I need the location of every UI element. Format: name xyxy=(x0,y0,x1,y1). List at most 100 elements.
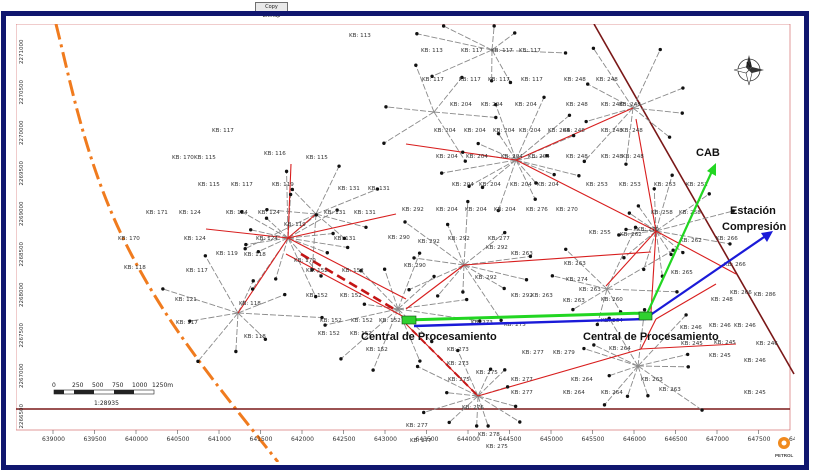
well-label: KB: 204 xyxy=(537,182,559,188)
well-spoke xyxy=(491,49,511,83)
well-dot xyxy=(533,197,537,201)
well-spoke xyxy=(477,369,506,397)
well-dot xyxy=(264,216,269,220)
petrol-logo: PETROL xyxy=(775,437,794,458)
well-dot xyxy=(524,278,529,282)
well-dot xyxy=(499,318,503,323)
scale-label: 500 xyxy=(92,382,104,389)
well-label: KB: 124 xyxy=(226,210,248,216)
well-dot xyxy=(681,250,685,255)
well-label: KB: 263 xyxy=(511,251,533,257)
well-spoke xyxy=(397,299,467,310)
well-label: KB: 124 xyxy=(184,236,206,242)
y-tick-label: 2267000 xyxy=(19,363,25,388)
estacion-arrow xyxy=(645,234,768,319)
well-label: KB: 204 xyxy=(494,207,516,213)
well-label: KB: 117 xyxy=(176,320,198,326)
well-spoke xyxy=(643,230,657,270)
well-label: KB: 117 xyxy=(422,77,444,83)
orange-boundary-line xyxy=(54,24,280,462)
well-spoke xyxy=(287,233,334,239)
well-spoke xyxy=(637,309,646,367)
well-label: KB: 118 xyxy=(239,301,261,307)
well-dot xyxy=(244,242,248,247)
well-dot xyxy=(243,247,247,251)
x-tick-label: 641000 xyxy=(208,436,231,443)
red-pipeline-segment xyxy=(640,343,737,350)
well-spoke xyxy=(593,344,639,367)
well-label: KB: 204 xyxy=(519,128,541,134)
well-dot xyxy=(684,313,688,317)
well-label: KB: 204 xyxy=(481,102,503,108)
y-tick-label: 2269500 xyxy=(19,161,25,186)
red-pipeline-segment xyxy=(515,107,634,161)
well-label: KB: 204 xyxy=(515,102,537,108)
estacion-arrow-head xyxy=(761,231,773,242)
well-dot xyxy=(627,211,632,215)
green-pipeline xyxy=(405,311,647,322)
well-spoke xyxy=(287,237,317,297)
well-spoke xyxy=(197,312,239,362)
central-procesamiento-right-label: Central de Procesamiento xyxy=(583,331,719,343)
well-dot xyxy=(624,162,628,166)
well-label: KB: 118 xyxy=(244,334,266,340)
x-tick-label: 644500 xyxy=(499,436,522,443)
well-label: KB: 248 xyxy=(566,154,588,160)
x-tick-label: 640000 xyxy=(125,436,148,443)
well-dot xyxy=(508,80,513,85)
well-dot xyxy=(251,279,255,283)
well-dot xyxy=(188,319,192,323)
well-label: KB: 204 xyxy=(501,154,523,160)
well-label: KB: 248 xyxy=(601,154,623,160)
well-dot xyxy=(545,154,549,158)
y-tick-label: 2271000 xyxy=(19,39,25,64)
well-spoke xyxy=(413,257,465,266)
well-spoke xyxy=(586,107,634,122)
well-label: KB: 152 xyxy=(351,318,373,324)
well-dot xyxy=(681,86,685,90)
well-dot xyxy=(362,302,367,306)
logo-text: PETROL xyxy=(775,453,794,458)
red-pipeline-segment xyxy=(477,348,642,397)
x-tick-label: 645000 xyxy=(540,436,563,443)
x-tick-label: 643500 xyxy=(416,436,439,443)
well-dot xyxy=(582,159,587,164)
well-spoke xyxy=(491,32,516,51)
well-label: KB: 115 xyxy=(198,182,220,188)
well-dot xyxy=(331,231,335,236)
well-dot xyxy=(288,192,293,197)
scale-ratio: 1:28935 xyxy=(94,400,119,407)
map-frame xyxy=(1,11,809,470)
well-dot xyxy=(460,75,464,80)
well-spoke xyxy=(627,365,639,397)
well-spoke xyxy=(462,264,465,293)
red-pipeline-segment xyxy=(515,159,657,232)
well-dot xyxy=(602,403,607,407)
well-spoke xyxy=(463,255,531,266)
well-spoke xyxy=(655,175,673,232)
well-dot xyxy=(430,339,434,344)
well-label: KB: 292 xyxy=(402,207,424,213)
well-dot xyxy=(591,46,596,50)
well-label: KB: 263 xyxy=(563,298,585,304)
well-label: KB: 204 xyxy=(466,154,488,160)
well-dot xyxy=(371,368,375,372)
red-pipeline-segment xyxy=(605,230,657,287)
well-dot xyxy=(364,225,368,229)
well-dot xyxy=(382,267,387,271)
well-dot xyxy=(582,346,586,351)
well-dot xyxy=(265,207,269,212)
well-spoke xyxy=(477,395,521,423)
central-procesamiento-left-label: Central de Procesamiento xyxy=(361,331,497,343)
well-spoke xyxy=(637,353,688,367)
well-label: KB: 131 xyxy=(368,186,390,192)
well-spoke xyxy=(637,314,687,367)
well-label: KB: 275 xyxy=(486,444,508,450)
well-label: KB: 263 xyxy=(641,377,663,383)
well-dot xyxy=(675,290,679,294)
well-dot xyxy=(234,349,238,354)
well-spoke xyxy=(287,237,348,248)
scale-label: 0 xyxy=(52,382,56,389)
well-spoke xyxy=(287,237,328,254)
well-label: KB: 204 xyxy=(434,128,456,134)
